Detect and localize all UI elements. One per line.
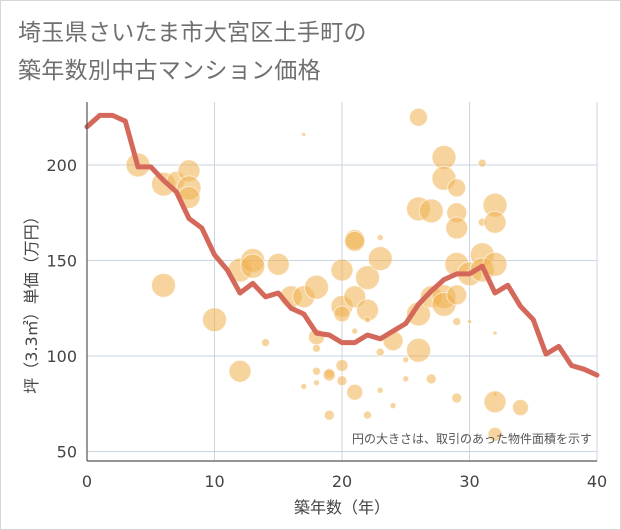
data-bubble [364,316,371,324]
data-bubble [266,252,290,276]
data-bubble [425,373,437,385]
x-axis-label: 築年数（年） [294,498,390,517]
data-bubble [261,338,270,348]
data-bubble [240,253,266,279]
data-bubble [344,230,366,252]
axes: 0 10 20 30 40 50 100 150 200 [46,102,607,491]
data-bubble [300,383,308,391]
chart-title-line-2: 築年数別中古マンション価格 [18,58,321,84]
bubble-size-note: 円の大きさは、取引のあった物件面積を示す [352,431,592,446]
data-bubble [452,317,462,327]
series-line [84,112,600,378]
x-tick-label: 30 [459,472,479,491]
data-bubble [483,210,507,234]
data-bubble [351,327,359,335]
data-bubble [375,347,385,357]
data-bubble [418,198,444,224]
chart-title-line-1: 埼玉県さいたま市大宮区土手町の [18,20,367,46]
data-bubble [406,337,431,363]
data-bubble [447,178,467,198]
data-bubble [346,383,364,401]
data-bubble [367,246,393,272]
data-bubble [487,426,503,442]
y-axis-label: 坪（3.3㎡）単価（万円） [22,208,41,393]
data-bubble [335,359,349,373]
line-layer [84,112,600,378]
data-bubble [477,158,487,168]
data-bubble [313,379,320,387]
data-bubble [322,368,336,382]
data-bubble [312,366,321,376]
data-bubble [483,390,507,414]
data-bubble [402,375,410,383]
data-bubble [451,392,463,404]
y-tick-label: 50 [57,442,77,461]
x-tick-label: 0 [82,472,92,491]
data-bubble [312,343,321,353]
data-bubble [363,410,372,420]
data-bubble [445,216,469,240]
chart-title: 埼玉県さいたま市大宮区土手町の 築年数別中古マンション価格 [18,14,367,90]
data-bubble [333,305,351,323]
data-bubble [301,131,307,137]
data-bubble [402,356,410,364]
data-bubble [467,319,472,325]
data-bubble [336,375,348,387]
data-bubble [151,272,176,298]
data-bubble [446,284,468,306]
data-bubble [512,399,529,417]
x-tick-label: 10 [204,472,224,491]
data-bubble [202,307,227,333]
y-tick-label: 200 [46,156,77,175]
data-bubble [376,386,384,394]
data-bubble [389,402,397,410]
bubble-layer [125,107,529,442]
data-bubble [355,265,380,291]
x-tick-label: 40 [587,472,607,491]
data-bubble [431,144,457,170]
data-bubble [492,330,498,336]
y-tick-label: 100 [46,347,77,366]
y-tick-label: 150 [46,251,77,270]
data-bubble [228,359,252,383]
data-bubble [409,107,428,127]
data-bubble [304,274,329,300]
data-bubble [323,409,335,421]
data-bubble [376,234,384,242]
data-bubble [330,258,354,282]
x-tick-label: 20 [332,472,352,491]
